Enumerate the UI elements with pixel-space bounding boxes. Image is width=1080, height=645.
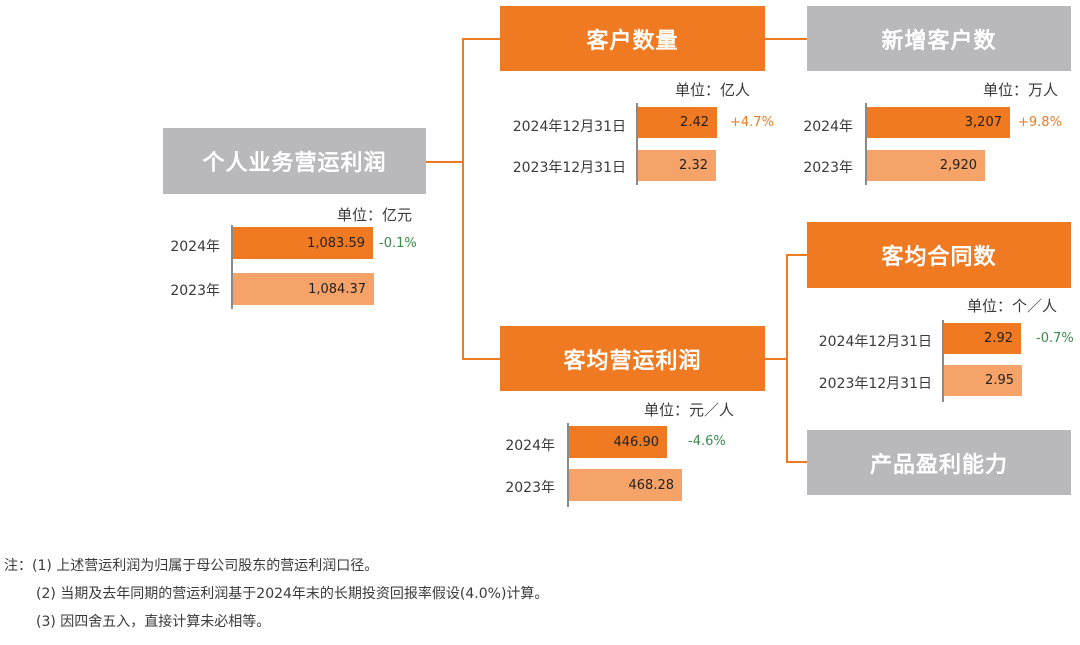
product-profitability-box: 产品盈利能力 [807, 430, 1071, 495]
connector-customers-to-new [765, 38, 807, 40]
root-row-2024-label: 2024年 [170, 239, 220, 255]
contracts-per-customer-box: 客均合同数 [807, 222, 1071, 288]
new-customers-bar-2024-value: 3,207 [964, 115, 1002, 130]
per-customer-profit-box: 客均营运利润 [500, 326, 765, 391]
customers-bar-2024-value: 2.42 [680, 115, 709, 130]
customers-bar-2024: 2.42 [638, 107, 717, 138]
customers-box: 客户数量 [500, 6, 765, 71]
new-customers-row-2024-label: 2024年 [803, 119, 853, 135]
connector-to-customers [462, 38, 500, 40]
new-customers-bar-2023: 2,920 [867, 150, 985, 181]
customers-unit: 单位：亿人 [674, 81, 750, 99]
new-customers-title: 新增客户数 [881, 28, 997, 54]
customers-bar-2023-value: 2.32 [679, 158, 708, 173]
root-row-2023-label: 2023年 [170, 283, 220, 299]
new-customers-change-2024: +9.8% [1018, 115, 1062, 130]
root-bar-2023-value: 1,084.37 [308, 281, 366, 297]
root-bar-2024-value: 1,083.59 [307, 235, 365, 251]
footnote-1: 注：(1) 上述营运利润为归属于母公司股东的营运利润口径。 [4, 558, 379, 574]
per-customer-profit-row-2023-label: 2023年 [505, 480, 555, 496]
root-change-2024: -0.1% [379, 236, 417, 251]
connector-root-vertical [462, 38, 464, 360]
per-customer-profit-title: 客均营运利润 [563, 348, 702, 374]
per-customer-profit-row-2024-label: 2024年 [505, 438, 555, 454]
customers-bar-2023: 2.32 [638, 150, 716, 181]
customers-change-2024: +4.7% [730, 115, 774, 130]
connector-root-out [426, 161, 464, 163]
root-axis [231, 225, 233, 309]
customers-row-2024-label: 2024年12月31日 [512, 119, 626, 135]
new-customers-row-2023-label: 2023年 [803, 160, 853, 176]
new-customers-unit: 单位：万人 [982, 81, 1058, 99]
footnote-3: (3) 因四舍五入，直接计算未必相等。 [36, 614, 271, 630]
customers-title: 客户数量 [586, 28, 679, 54]
contracts-per-customer-unit: 单位：个／人 [966, 297, 1057, 315]
contracts-per-customer-bar-2023-value: 2.95 [985, 373, 1014, 388]
per-customer-profit-axis [567, 423, 569, 507]
per-customer-profit-bar-2024: 446.90 [569, 426, 667, 458]
contracts-per-customer-row-2024-label: 2024年12月31日 [818, 334, 932, 350]
per-customer-profit-unit: 单位：元／人 [643, 401, 734, 419]
connector-profit-vertical [786, 254, 788, 463]
root-unit: 单位：亿元 [336, 206, 412, 224]
new-customers-bar-2024: 3,207 [867, 107, 1010, 138]
root-bar-2024: 1,083.59 [233, 227, 373, 259]
per-customer-profit-bar-2023-value: 468.28 [628, 477, 675, 493]
contracts-per-customer-axis [942, 320, 944, 402]
root-bar-2023: 1,084.37 [233, 273, 374, 305]
per-customer-profit-change-2024: -4.6% [688, 434, 726, 449]
per-customer-profit-bar-2023: 468.28 [569, 469, 682, 501]
customers-row-2023-label: 2023年12月31日 [512, 160, 626, 176]
contracts-per-customer-bar-2024-value: 2.92 [984, 331, 1013, 346]
new-customers-axis [865, 103, 867, 185]
per-customer-profit-bar-2024-value: 446.90 [613, 434, 660, 450]
contracts-per-customer-title: 客均合同数 [881, 245, 997, 270]
connector-to-product [786, 461, 807, 463]
customers-axis [636, 103, 638, 185]
contracts-per-customer-bar-2023: 2.95 [944, 365, 1022, 396]
connector-profit-out [765, 358, 788, 360]
root-title: 个人业务营运利润 [202, 151, 387, 176]
new-customers-bar-2023-value: 2,920 [939, 158, 977, 173]
product-profitability-title: 产品盈利能力 [869, 452, 1008, 478]
new-customers-box: 新增客户数 [807, 6, 1071, 71]
connector-to-contracts [786, 254, 807, 256]
footnote-2: (2) 当期及去年同期的营运利润基于2024年末的长期投资回报率假设(4.0%)… [36, 586, 549, 602]
contracts-per-customer-bar-2024: 2.92 [944, 323, 1021, 354]
connector-to-per-customer-profit [462, 358, 500, 360]
root-box: 个人业务营运利润 [163, 128, 426, 194]
contracts-per-customer-change-2024: -0.7% [1036, 331, 1074, 346]
footnotes: 注：(1) 上述营运利润为归属于母公司股东的营运利润口径。 (2) 当期及去年同… [4, 552, 548, 636]
contracts-per-customer-row-2023-label: 2023年12月31日 [818, 376, 932, 392]
